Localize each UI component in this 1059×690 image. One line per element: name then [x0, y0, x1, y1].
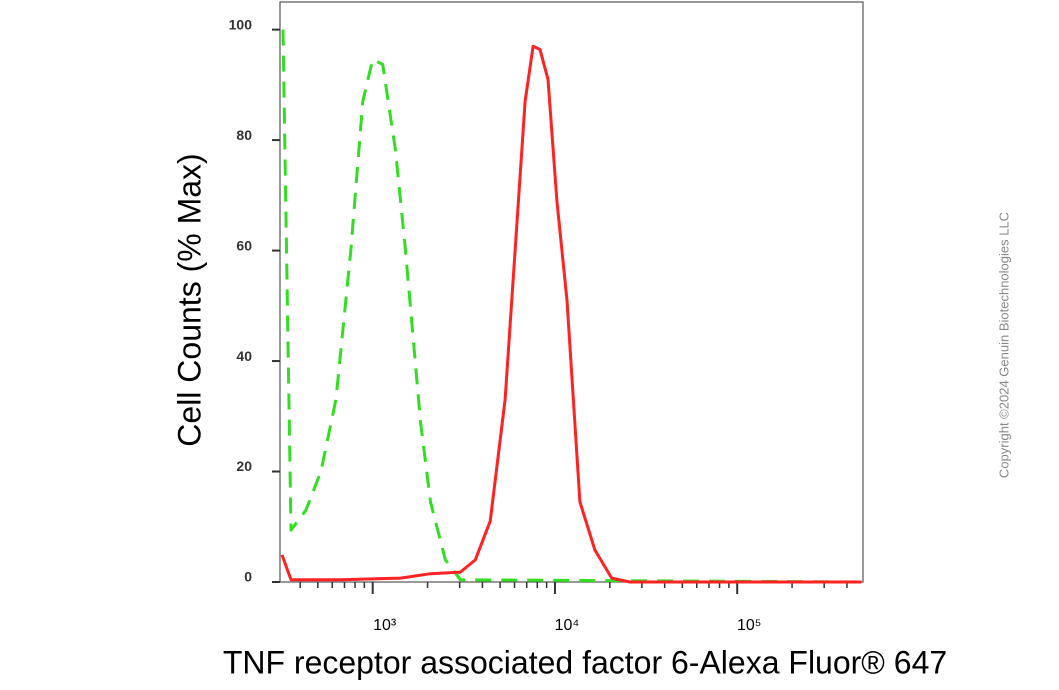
copyright: Copyright ©2024 Genuin Biotechnologies L…: [996, 212, 1011, 478]
y-tick-label: 0: [244, 569, 252, 585]
y-tick-label: 100: [229, 16, 253, 32]
y-tick-label: 40: [236, 348, 252, 364]
y-tick-label: 80: [236, 127, 252, 143]
y-axis-title: Cell Counts (% Max): [171, 153, 207, 446]
plot-frame: [279, 1, 864, 583]
histogram-line: [281, 29, 862, 584]
histogram-line: [280, 44, 862, 584]
y-tick-label: 60: [236, 237, 252, 253]
x-tick-label: 10⁴: [555, 617, 580, 634]
x-tick-label: 10⁵: [737, 617, 761, 634]
x-tick-label: 10³: [373, 617, 397, 634]
y-tick-label: 20: [236, 458, 252, 474]
x-axis-title: TNF receptor associated factor 6-Alexa F…: [223, 644, 947, 680]
